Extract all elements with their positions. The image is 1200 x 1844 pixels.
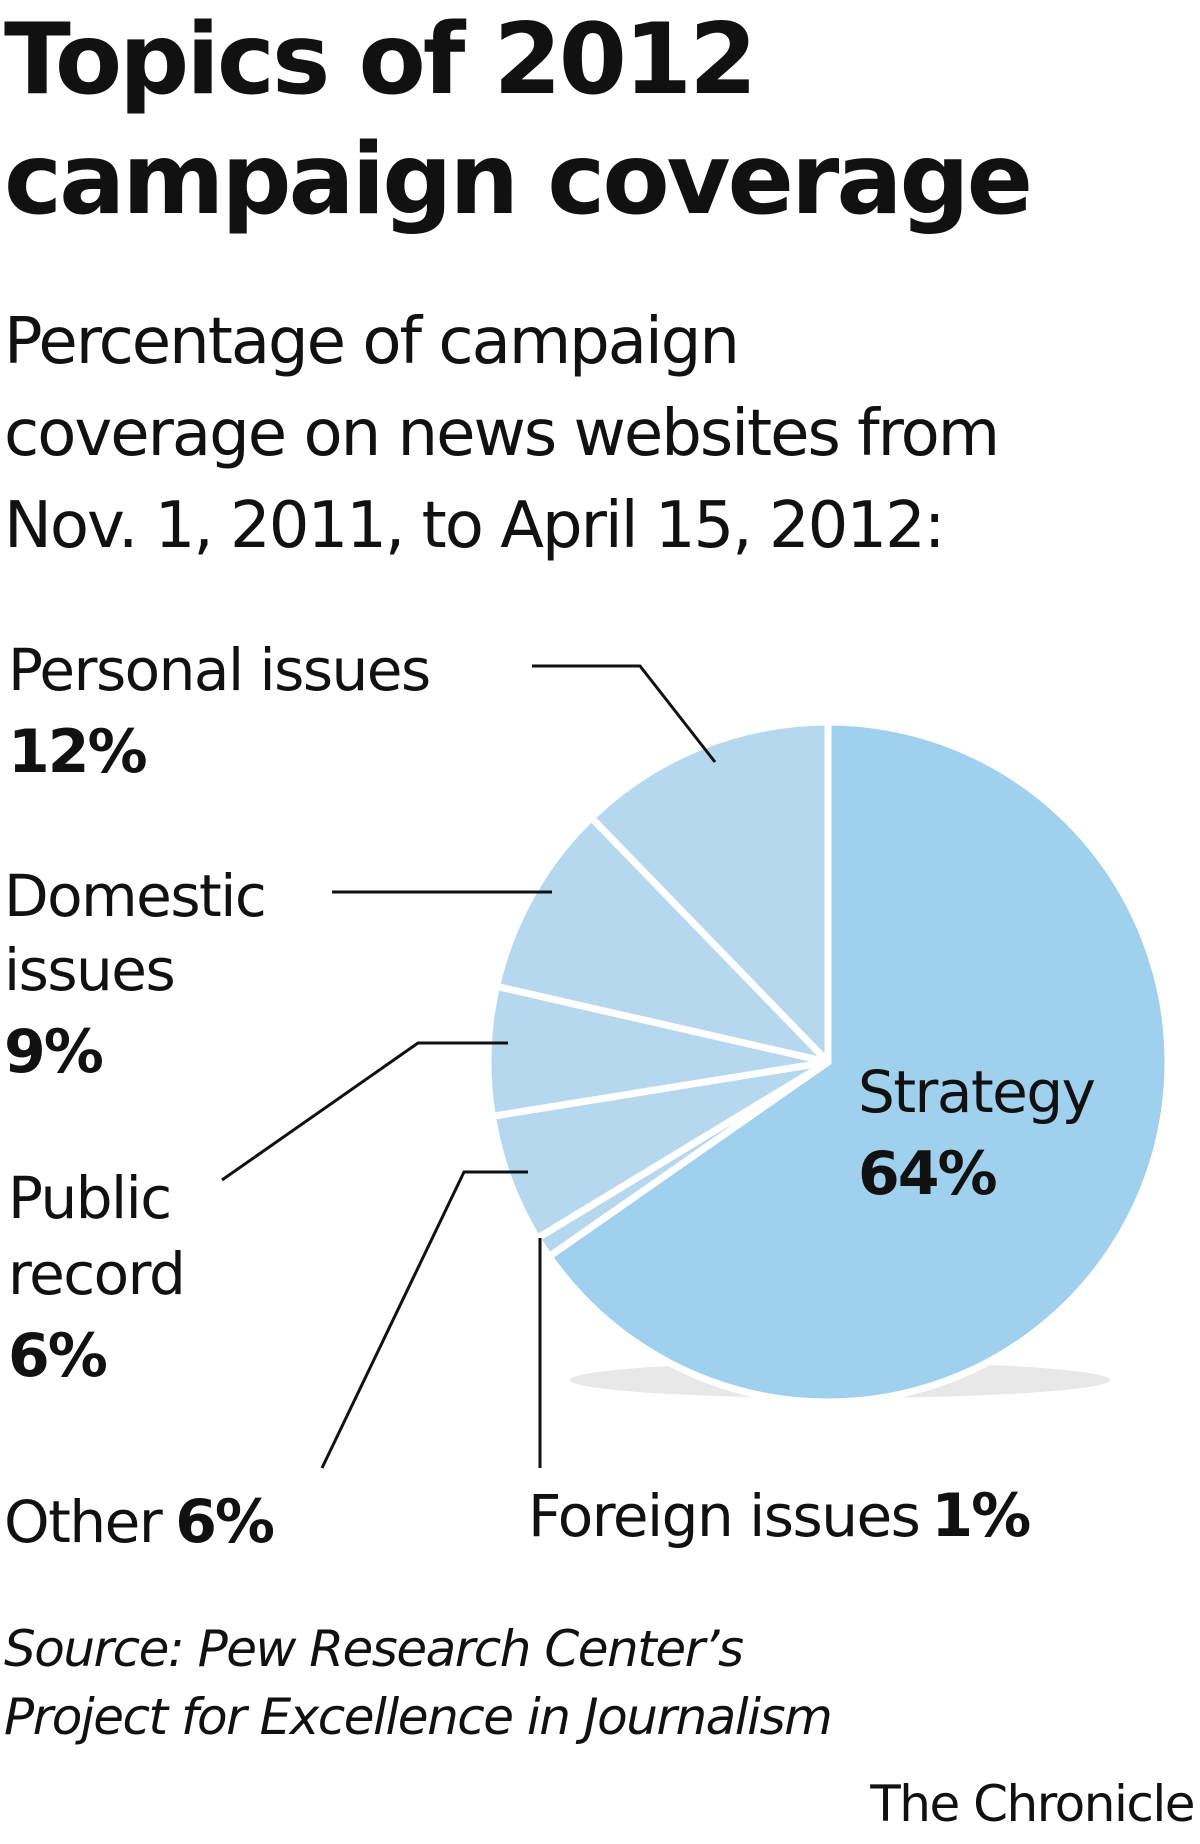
value-other: 6%: [175, 1487, 274, 1557]
pie-slice-domestic-issues: [493, 814, 832, 1066]
source-note: Source: Pew Research Center’s Project fo…: [4, 1615, 1104, 1751]
label-other: Other: [4, 1488, 163, 1556]
slice-labels: Personal issues 12% Domestic issues 9% P…: [4, 636, 1096, 1557]
chart-subtitle: Percentage of campaign coverage on news …: [4, 296, 1194, 572]
source-line-2: Project for Excellence in Journalism: [4, 1688, 833, 1746]
subtitle-line-2: coverage on news websites from: [4, 397, 1000, 471]
label-domestic-line-2: issues: [4, 936, 174, 1004]
label-strategy: Strategy: [858, 1058, 1095, 1126]
leader-line-personal: [532, 664, 717, 763]
label-foreign: Foreign issues: [528, 1482, 919, 1550]
label-domestic-line-1: Domestic: [4, 862, 265, 930]
source-line-1: Source: Pew Research Center’s: [4, 1620, 744, 1678]
label-public-line-1: Public: [8, 1164, 171, 1232]
pie-slice-personal-issues: [587, 718, 832, 1066]
leader-line-public: [221, 1041, 508, 1182]
leader-line-other: [320, 1170, 528, 1469]
label-other-group: Other 6%: [4, 1487, 274, 1557]
value-personal: 12%: [8, 717, 146, 787]
label-public-line-2: record: [8, 1240, 184, 1308]
pie-slices: [484, 718, 1172, 1406]
subtitle-line-1: Percentage of campaign: [4, 305, 740, 379]
chart-title: Topics of 2012 campaign coverage: [4, 0, 1194, 240]
leader-lines: [221, 664, 717, 1469]
title-line-1: Topics of 2012: [4, 3, 757, 117]
title-line-2: campaign coverage: [4, 123, 1033, 237]
value-public: 6%: [8, 1321, 107, 1391]
credit-line: The Chronicle: [870, 1775, 1195, 1833]
label-personal: Personal issues: [8, 636, 430, 704]
value-foreign: 1%: [931, 1481, 1030, 1551]
value-strategy: 64%: [858, 1139, 996, 1209]
label-foreign-group: Foreign issues 1%: [528, 1481, 1030, 1551]
value-domestic: 9%: [4, 1017, 103, 1087]
pie-slice-strategy: [545, 718, 1172, 1406]
subtitle-line-3: Nov. 1, 2011, to April 15, 2012:: [4, 489, 945, 563]
